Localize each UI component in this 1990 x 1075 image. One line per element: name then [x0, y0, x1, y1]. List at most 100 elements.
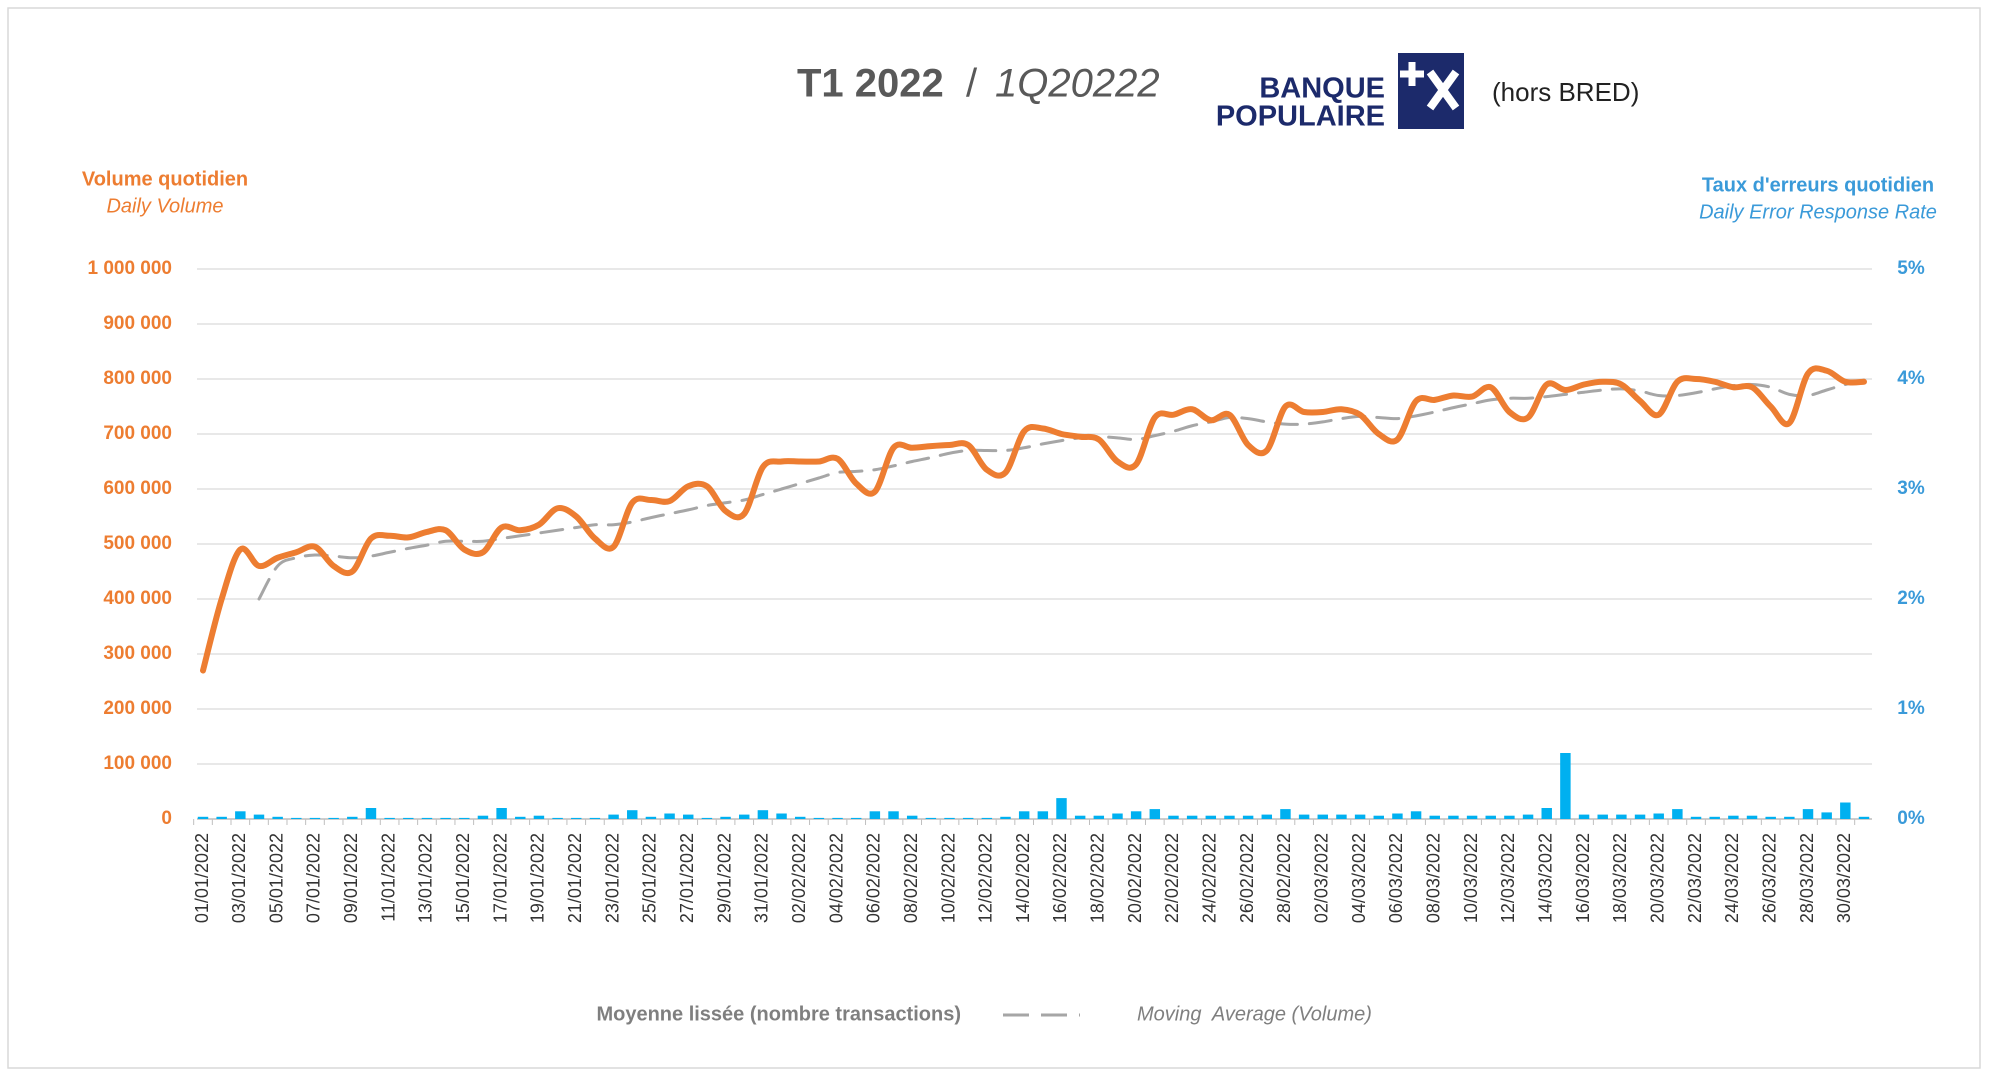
- x-tick-label: 06/02/2022: [864, 833, 884, 923]
- error-bar: [645, 816, 657, 819]
- error-bar: [1261, 814, 1273, 819]
- x-tick-label: 23/01/2022: [602, 833, 622, 923]
- y-tick-label: 500 000: [103, 533, 172, 554]
- error-bar: [1018, 811, 1030, 819]
- x-tick-label: 30/03/2022: [1834, 833, 1854, 923]
- x-tick-label: 04/03/2022: [1349, 833, 1369, 923]
- error-bar: [850, 817, 862, 819]
- y-tick-label: 900 000: [103, 313, 172, 334]
- x-tick-label: 29/01/2022: [714, 833, 734, 923]
- y2-tick-label: 0%: [1897, 808, 1925, 829]
- error-bar: [1149, 809, 1161, 819]
- y-tick-label: 0: [161, 808, 172, 829]
- y-tick-label: 1 000 000: [87, 258, 172, 279]
- error-bar: [1466, 815, 1478, 819]
- x-tick-label: 20/03/2022: [1647, 833, 1667, 923]
- error-bar: [1504, 815, 1515, 819]
- error-bar: [1242, 815, 1254, 819]
- error-bar: [365, 808, 377, 819]
- x-tick-label: 27/01/2022: [677, 833, 697, 923]
- error-bar: [627, 810, 638, 819]
- x-tick-label: 16/02/2022: [1050, 833, 1070, 923]
- legend-label: Moyenne lissée (nombre transactions): [596, 1003, 961, 1025]
- x-tick-label: 25/01/2022: [640, 833, 660, 923]
- volume-line: [200, 365, 1867, 674]
- error-bar: [347, 816, 358, 819]
- x-tick-label: 20/02/2022: [1125, 833, 1145, 923]
- y-axis-title: Volume quotidien: [82, 168, 248, 190]
- x-tick-label: 17/01/2022: [490, 833, 510, 923]
- x-tick-label: 24/03/2022: [1722, 833, 1742, 923]
- error-bar: [235, 811, 246, 819]
- y-axis-subtitle: Daily Volume: [106, 195, 223, 217]
- error-bar: [571, 817, 582, 819]
- y-tick-label: 700 000: [103, 423, 172, 444]
- error-bar: [1429, 815, 1440, 819]
- x-tick-label: 15/01/2022: [453, 833, 473, 923]
- error-bar: [589, 817, 601, 819]
- error-bar: [1373, 815, 1384, 819]
- error-bar: [1280, 809, 1291, 819]
- error-bar: [1709, 816, 1720, 819]
- error-bar: [1074, 815, 1086, 819]
- y2-axis-subtitle: Daily Error Response Rate: [1699, 201, 1937, 223]
- error-bar: [925, 817, 937, 819]
- error-bar: [403, 817, 414, 819]
- error-bar: [1317, 814, 1329, 819]
- x-tick-label: 22/02/2022: [1162, 833, 1182, 923]
- x-tick-label: 14/03/2022: [1535, 833, 1555, 923]
- note: (hors BRED): [1492, 77, 1639, 107]
- frame: [7, 7, 1981, 1069]
- error-bar: [1821, 812, 1832, 819]
- x-tick-label: 26/02/2022: [1237, 833, 1257, 923]
- y2-tick-label: 5%: [1897, 258, 1925, 279]
- x-tick-label: 04/02/2022: [826, 833, 846, 923]
- error-bar: [1634, 814, 1646, 819]
- error-bar: [1672, 809, 1683, 819]
- error-bar: [1186, 815, 1198, 819]
- error-bar: [328, 817, 339, 819]
- error-bar: [1728, 815, 1739, 819]
- legend-label-alt: Moving Average (Volume): [1137, 1003, 1372, 1025]
- error-bar: [1541, 808, 1552, 819]
- error-bar: [459, 817, 470, 819]
- chart-title: T1 2022: [797, 62, 944, 106]
- error-bar: [608, 814, 619, 819]
- error-bar: [1522, 814, 1534, 819]
- error-bar: [496, 808, 507, 819]
- x-tick-label: 22/03/2022: [1685, 833, 1705, 923]
- error-bar: [1746, 815, 1758, 819]
- error-bar: [1168, 815, 1179, 819]
- x-tick-label: 02/03/2022: [1312, 833, 1332, 923]
- error-bar: [197, 816, 209, 819]
- error-bar: [1298, 814, 1310, 819]
- error-bar: [1653, 813, 1664, 819]
- error-bar: [1037, 811, 1049, 819]
- y-tick-label: 100 000: [103, 753, 172, 774]
- error-bar: [1802, 809, 1814, 819]
- x-tick-label: 05/01/2022: [266, 833, 286, 923]
- x-tick-label: 03/01/2022: [229, 833, 249, 923]
- x-tick-label: 10/03/2022: [1461, 833, 1481, 923]
- y-tick-label: 200 000: [103, 698, 172, 719]
- error-bar: [533, 815, 545, 819]
- error-bar: [272, 816, 283, 819]
- x-tick-label: 13/01/2022: [416, 833, 436, 923]
- error-bar: [832, 817, 843, 819]
- x-tick-label: 16/03/2022: [1573, 833, 1593, 923]
- error-bar: [776, 813, 787, 819]
- error-bar: [1056, 798, 1067, 819]
- moving-average-line: [257, 378, 1866, 601]
- error-bar: [1112, 813, 1123, 819]
- error-bar: [1690, 816, 1702, 819]
- error-bar: [1410, 811, 1422, 819]
- y2-tick-label: 1%: [1897, 698, 1925, 719]
- x-tick-label: 12/02/2022: [976, 833, 996, 923]
- y-tick-label: 800 000: [103, 368, 172, 389]
- x-tick-label: 18/02/2022: [1088, 833, 1108, 923]
- error-bar: [253, 814, 265, 819]
- error-bar: [1392, 813, 1403, 819]
- y2-tick-label: 2%: [1897, 588, 1925, 609]
- error-bar: [906, 815, 918, 819]
